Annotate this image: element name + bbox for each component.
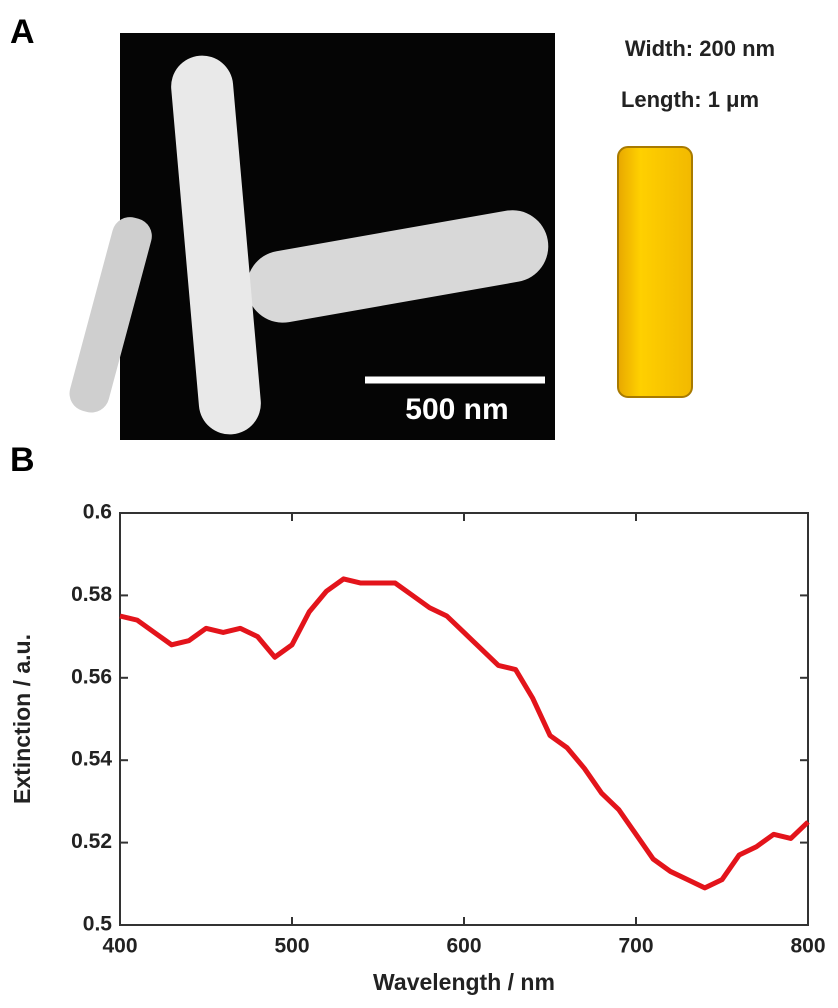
- length-label: Length: 1 μm: [621, 87, 759, 112]
- y-tick-label: 0.56: [71, 665, 112, 688]
- x-axis-label: Wavelength / nm: [373, 969, 555, 995]
- y-tick-label: 0.58: [71, 583, 112, 606]
- scale-bar-label: 500 nm: [405, 393, 508, 426]
- y-tick-label: 0.52: [71, 830, 112, 853]
- x-tick-label: 700: [618, 935, 653, 958]
- nanorod-model: [617, 146, 693, 398]
- y-tick-label: 0.5: [83, 913, 113, 936]
- panel-label: A: [10, 13, 35, 51]
- plot-frame: [119, 512, 809, 926]
- x-tick-label: 600: [446, 935, 481, 958]
- width-label: Width: 200 nm: [625, 36, 775, 61]
- x-tick-label: 400: [102, 935, 137, 958]
- y-tick-label: 0.6: [83, 501, 112, 524]
- panel-label: B: [10, 441, 35, 479]
- x-tick-label: 500: [274, 935, 309, 958]
- y-axis-label: Extinction / a.u.: [9, 634, 35, 804]
- x-tick-label: 800: [790, 935, 825, 958]
- spectrum-line: [119, 576, 810, 891]
- sem-image: [69, 33, 555, 440]
- y-tick-label: 0.54: [71, 748, 112, 771]
